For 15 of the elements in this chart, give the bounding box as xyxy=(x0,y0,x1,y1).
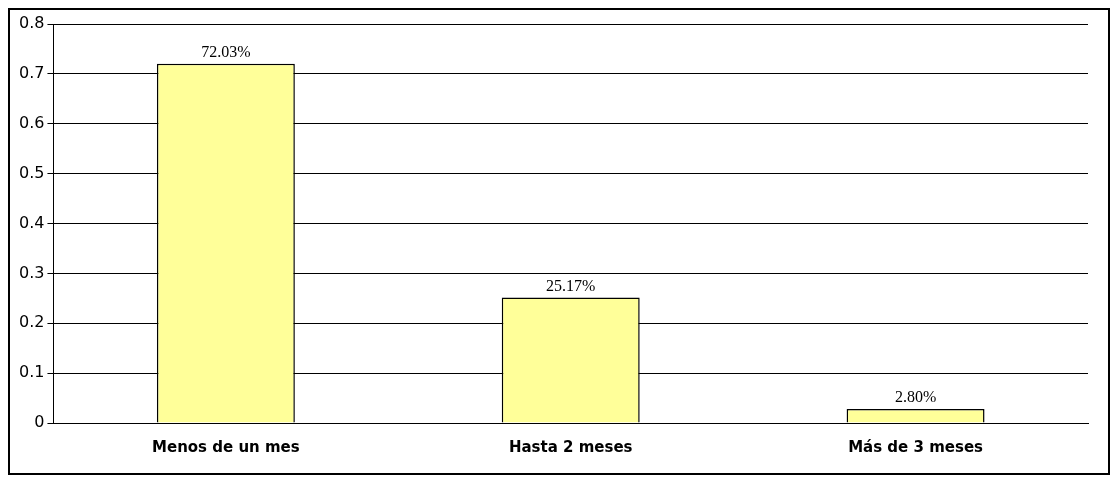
x-tick-label: Más de 3 meses xyxy=(848,437,984,456)
data-label: 72.03% xyxy=(201,42,251,60)
y-tick-label: 0.1 xyxy=(18,362,45,382)
data-label: 2.80% xyxy=(894,388,937,406)
y-tick-label: 0.8 xyxy=(18,13,45,33)
y-tick-label: 0.4 xyxy=(18,212,45,232)
x-tick-label: Menos de un mes xyxy=(152,437,300,456)
y-tick-label: 0.7 xyxy=(18,63,45,83)
y-tick-label: 0.2 xyxy=(18,312,45,332)
data-label: 25.17% xyxy=(546,276,596,294)
y-tick-label: 0.6 xyxy=(18,112,45,132)
y-tick-label: 0.5 xyxy=(18,162,45,182)
x-tick-label: Hasta 2 meses xyxy=(508,437,633,456)
y-tick-label: 0 xyxy=(34,412,45,432)
y-tick-label: 0.3 xyxy=(18,262,45,282)
